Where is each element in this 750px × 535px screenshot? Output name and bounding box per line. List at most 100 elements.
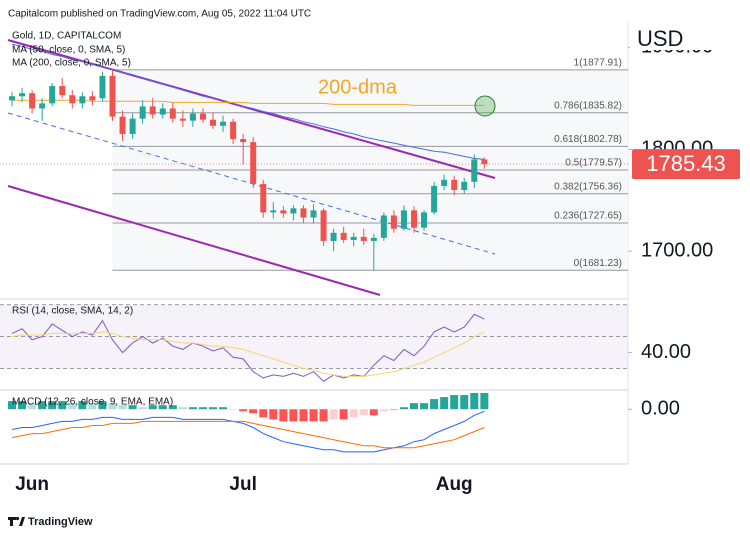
candle-body bbox=[411, 210, 417, 228]
histogram-bar bbox=[188, 407, 197, 410]
candle-body bbox=[260, 183, 267, 213]
fib-label: 0.5(1779.57) bbox=[565, 158, 622, 169]
histogram-bar bbox=[440, 397, 449, 410]
candle-body bbox=[69, 95, 76, 104]
histogram-bar bbox=[319, 409, 328, 422]
histogram-bar bbox=[349, 409, 358, 418]
background-layer bbox=[0, 69, 628, 369]
candle-body bbox=[481, 159, 488, 165]
currency-backdrop bbox=[630, 26, 748, 50]
candle-body bbox=[330, 232, 337, 241]
candle-body bbox=[220, 121, 227, 126]
histogram-bar bbox=[88, 403, 97, 410]
candle-body bbox=[370, 237, 377, 241]
last-price-label: 1785.43 bbox=[646, 151, 726, 176]
histogram-bar bbox=[178, 407, 187, 410]
candle-body bbox=[320, 210, 327, 241]
marks-layer bbox=[0, 43, 628, 453]
candle-body bbox=[380, 215, 387, 238]
candle-body bbox=[421, 212, 428, 228]
legend-entry: MA (200, close, 0, SMA, 5) bbox=[12, 58, 131, 69]
histogram-bar bbox=[8, 401, 16, 410]
currency: USD bbox=[637, 26, 683, 51]
candle-body bbox=[179, 118, 186, 121]
histogram-bar bbox=[38, 401, 47, 410]
candle-body bbox=[159, 108, 166, 115]
histogram-bar bbox=[470, 393, 479, 410]
histogram-bar bbox=[420, 403, 429, 410]
histogram-bar bbox=[369, 409, 378, 416]
histogram-bar bbox=[289, 409, 298, 422]
candle-body bbox=[230, 121, 237, 140]
candle-body bbox=[441, 179, 448, 186]
candle-body bbox=[169, 108, 176, 119]
series-line bbox=[12, 99, 485, 106]
candle-body bbox=[290, 208, 297, 214]
legend-title: Gold, 1D, CAPITALCOM bbox=[12, 31, 121, 42]
candle-body bbox=[29, 93, 36, 109]
histogram-bar bbox=[279, 409, 288, 422]
histogram-bar bbox=[18, 401, 27, 410]
candle-body bbox=[39, 103, 46, 109]
candle-body bbox=[240, 139, 247, 143]
candle-body bbox=[99, 75, 106, 99]
logo-part bbox=[19, 517, 25, 526]
histogram-bar bbox=[198, 407, 207, 410]
logo-part bbox=[10, 517, 13, 526]
fib-label: 0.618(1802.78) bbox=[554, 134, 622, 145]
histogram-bar bbox=[219, 407, 228, 410]
candle-body bbox=[199, 113, 206, 120]
y-tick-label: 1700.00 bbox=[641, 239, 713, 261]
axis-layer: 1(1877.91) 0.786(1835.82) 0.618(1802.78) 0.… bbox=[15, 36, 740, 495]
fib-label: 0.786(1835.82) bbox=[554, 100, 622, 111]
histogram-bar bbox=[460, 395, 469, 410]
histogram-bar bbox=[389, 409, 398, 410]
y-tick-label: 0.00 bbox=[641, 398, 680, 420]
candle-body bbox=[390, 215, 397, 229]
candle-body bbox=[400, 210, 407, 229]
series-line bbox=[11, 410, 485, 453]
fib-label: 0.382(1756.36) bbox=[554, 181, 622, 192]
histogram-bar bbox=[168, 405, 177, 410]
candle-body bbox=[79, 96, 86, 104]
series-line bbox=[11, 43, 485, 160]
candle-body bbox=[250, 142, 257, 184]
candle-body bbox=[340, 232, 347, 240]
histogram-bar bbox=[229, 409, 238, 410]
histogram-bar bbox=[480, 393, 489, 410]
histogram-bar bbox=[48, 401, 57, 410]
footer-text: TradingView bbox=[28, 516, 93, 528]
histogram-bar bbox=[98, 401, 107, 410]
histogram-bar bbox=[309, 409, 318, 422]
series-line bbox=[11, 420, 485, 449]
histogram-bar bbox=[68, 403, 77, 410]
candle-body bbox=[280, 210, 287, 214]
candle-body bbox=[360, 236, 367, 241]
candle-body bbox=[149, 106, 156, 115]
candle-body bbox=[49, 86, 56, 104]
highlight-circle bbox=[474, 95, 496, 117]
trend-line bbox=[7, 39, 496, 179]
histogram-bar bbox=[118, 405, 127, 410]
candle-body bbox=[139, 106, 146, 119]
fib-label: 1(1877.91) bbox=[574, 57, 622, 68]
histogram-bar bbox=[430, 399, 439, 410]
series-line bbox=[11, 313, 485, 382]
histogram-bar bbox=[379, 409, 388, 412]
candle-body bbox=[189, 113, 196, 121]
histogram-bar bbox=[249, 409, 258, 414]
fib-label: 0(1681.23) bbox=[574, 258, 622, 269]
band-area bbox=[0, 304, 628, 369]
candle-body bbox=[350, 236, 357, 240]
histogram-bar bbox=[28, 403, 37, 410]
pane-title: RSI (14, close, SMA, 14, 2) bbox=[12, 306, 133, 317]
histogram-bar bbox=[138, 407, 147, 410]
candle-body bbox=[89, 96, 96, 101]
histogram-bar bbox=[128, 405, 137, 410]
candle-body bbox=[431, 185, 438, 213]
candle-body bbox=[119, 116, 126, 134]
candle-body bbox=[129, 118, 136, 134]
candle-body bbox=[59, 86, 66, 96]
histogram-bar bbox=[359, 409, 368, 416]
candle-body bbox=[9, 96, 15, 101]
